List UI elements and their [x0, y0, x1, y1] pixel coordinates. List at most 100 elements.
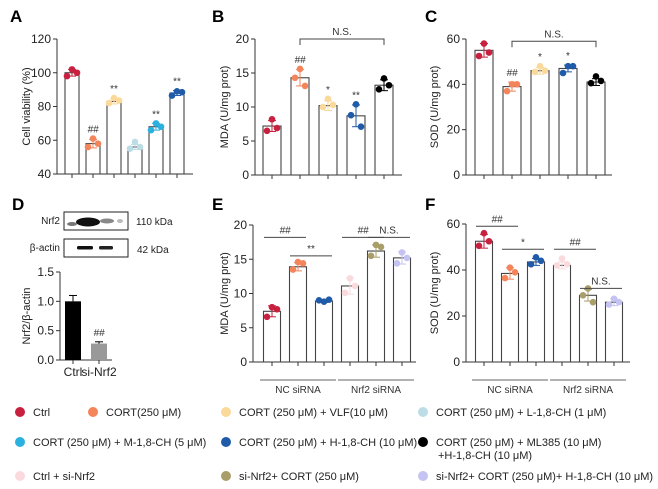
- data-point: [475, 242, 483, 250]
- significance-label: *: [326, 85, 330, 96]
- y-tick-label: 0: [453, 355, 460, 369]
- y-tick-label: 0: [242, 168, 249, 182]
- data-point: [351, 282, 359, 290]
- legend-label-m18ch: CORT (250 μM) + M-1,8-CH (5 μM): [33, 437, 206, 449]
- legend-label-ml385: CORT (250 μM) + ML385 (10 μM): [436, 437, 601, 449]
- y-tick-label: 0.5: [37, 324, 54, 338]
- y-axis-title: MDA (U/mg prot): [219, 252, 231, 335]
- significance-label: ##: [87, 125, 99, 136]
- significance-label: **: [110, 84, 118, 95]
- data-point: [147, 126, 155, 134]
- data-point: [324, 95, 332, 103]
- data-point: [320, 298, 328, 306]
- significance-bracket: [299, 38, 385, 45]
- wb-size-nrf2: 110 kDa: [136, 217, 173, 228]
- legend-marker-si_cort_h: [418, 471, 428, 481]
- data-point: [178, 88, 186, 96]
- significance-bracket: [511, 40, 597, 48]
- bar: [374, 84, 394, 176]
- y-axis-title: Cell viability (%): [21, 67, 33, 145]
- legend-label-ctrl: Ctrl: [33, 407, 50, 419]
- data-point: [597, 77, 605, 85]
- data-point: [325, 296, 333, 303]
- y-tick-label: 20: [447, 123, 461, 137]
- bar: [552, 264, 572, 363]
- y-tick-label: 15: [236, 66, 250, 80]
- data-point: [68, 66, 76, 73]
- data-point: [268, 303, 276, 311]
- group-label: NC siRNA: [275, 385, 321, 396]
- bracket-label: N.S.: [591, 276, 610, 287]
- panel-label-d: D: [12, 195, 24, 214]
- data-point: [291, 74, 299, 82]
- group-label: Nrf2 siRNA: [563, 385, 613, 396]
- bar: [106, 100, 122, 175]
- data-point: [63, 72, 71, 80]
- data-point: [126, 145, 134, 152]
- data-point: [94, 140, 102, 147]
- data-point: [341, 289, 349, 297]
- panel-label-f: F: [425, 195, 435, 214]
- bar: [366, 250, 386, 363]
- bar: [64, 72, 80, 175]
- bar: [604, 301, 624, 363]
- data-point: [385, 81, 393, 89]
- western-blot: Nrf2 110 kDa β-actin 42 kDa: [30, 211, 173, 258]
- data-point: [480, 229, 488, 237]
- significance-label: **: [173, 76, 181, 87]
- data-point: [531, 68, 539, 76]
- y-tick-label: 5: [240, 321, 247, 335]
- bar: [526, 261, 546, 363]
- data-point: [501, 274, 509, 282]
- data-point: [89, 135, 97, 142]
- wb-size-actin: 42 kDa: [137, 245, 169, 256]
- legend-marker-ml385: [418, 437, 428, 447]
- significance-label: **: [152, 109, 160, 120]
- y-tick-label: 100: [31, 66, 51, 80]
- data-point: [393, 260, 401, 267]
- data-point: [485, 237, 493, 245]
- data-point: [329, 101, 337, 109]
- wb-actin-band-si: [99, 246, 113, 250]
- bar: [91, 343, 107, 360]
- chart-f-sod-sirna: 0 20 40 60 SOD (U/mg prot) ## * ## N.S. NC siRNA N…: [429, 214, 630, 396]
- bar: [530, 70, 550, 176]
- data-point: [403, 254, 411, 262]
- data-point: [511, 269, 519, 276]
- bracket-label: N.S.: [332, 27, 351, 38]
- data-point: [136, 143, 144, 151]
- data-point: [115, 97, 123, 104]
- legend: Ctrl CORT(250 μM) CORT (250 μM) + VLF(10 μ…: [15, 407, 653, 483]
- data-point: [610, 295, 618, 303]
- y-tick-label: 20: [236, 32, 250, 46]
- legend-marker-ctrl: [15, 407, 25, 417]
- wb-nrf2-band-si: [100, 218, 114, 224]
- bar: [318, 105, 338, 176]
- legend-marker-m18ch: [15, 437, 25, 447]
- data-point: [537, 257, 545, 265]
- chart-a-cell-viability: 40 60 80 100 120 Cell viability (%) ## ** ** **: [21, 32, 193, 181]
- data-point: [84, 143, 92, 151]
- data-point: [527, 260, 535, 268]
- wb-actin-band-ctrl: [77, 246, 93, 250]
- data-point: [294, 258, 302, 266]
- bracket-label: ##: [569, 237, 581, 248]
- data-point: [357, 123, 365, 131]
- data-point: [73, 69, 81, 77]
- data-point: [263, 127, 271, 135]
- bar: [558, 67, 578, 176]
- data-point: [589, 298, 597, 306]
- data-point: [315, 297, 323, 304]
- wb-nrf2-band-faint: [67, 222, 77, 226]
- data-point: [367, 252, 375, 260]
- bar: [586, 81, 606, 176]
- y-tick-label: 20: [234, 218, 248, 232]
- data-point: [380, 75, 388, 82]
- panel-label-a: A: [10, 7, 22, 26]
- data-point: [372, 241, 380, 249]
- legend-label-ml385-line2: +H-1,8-CH (10 μM): [438, 450, 532, 462]
- wb-nrf2-band-faint2: [117, 219, 123, 223]
- legend-label-si_cort: si-Nrf2+ CORT (250 μM): [239, 471, 359, 483]
- data-point: [131, 138, 139, 146]
